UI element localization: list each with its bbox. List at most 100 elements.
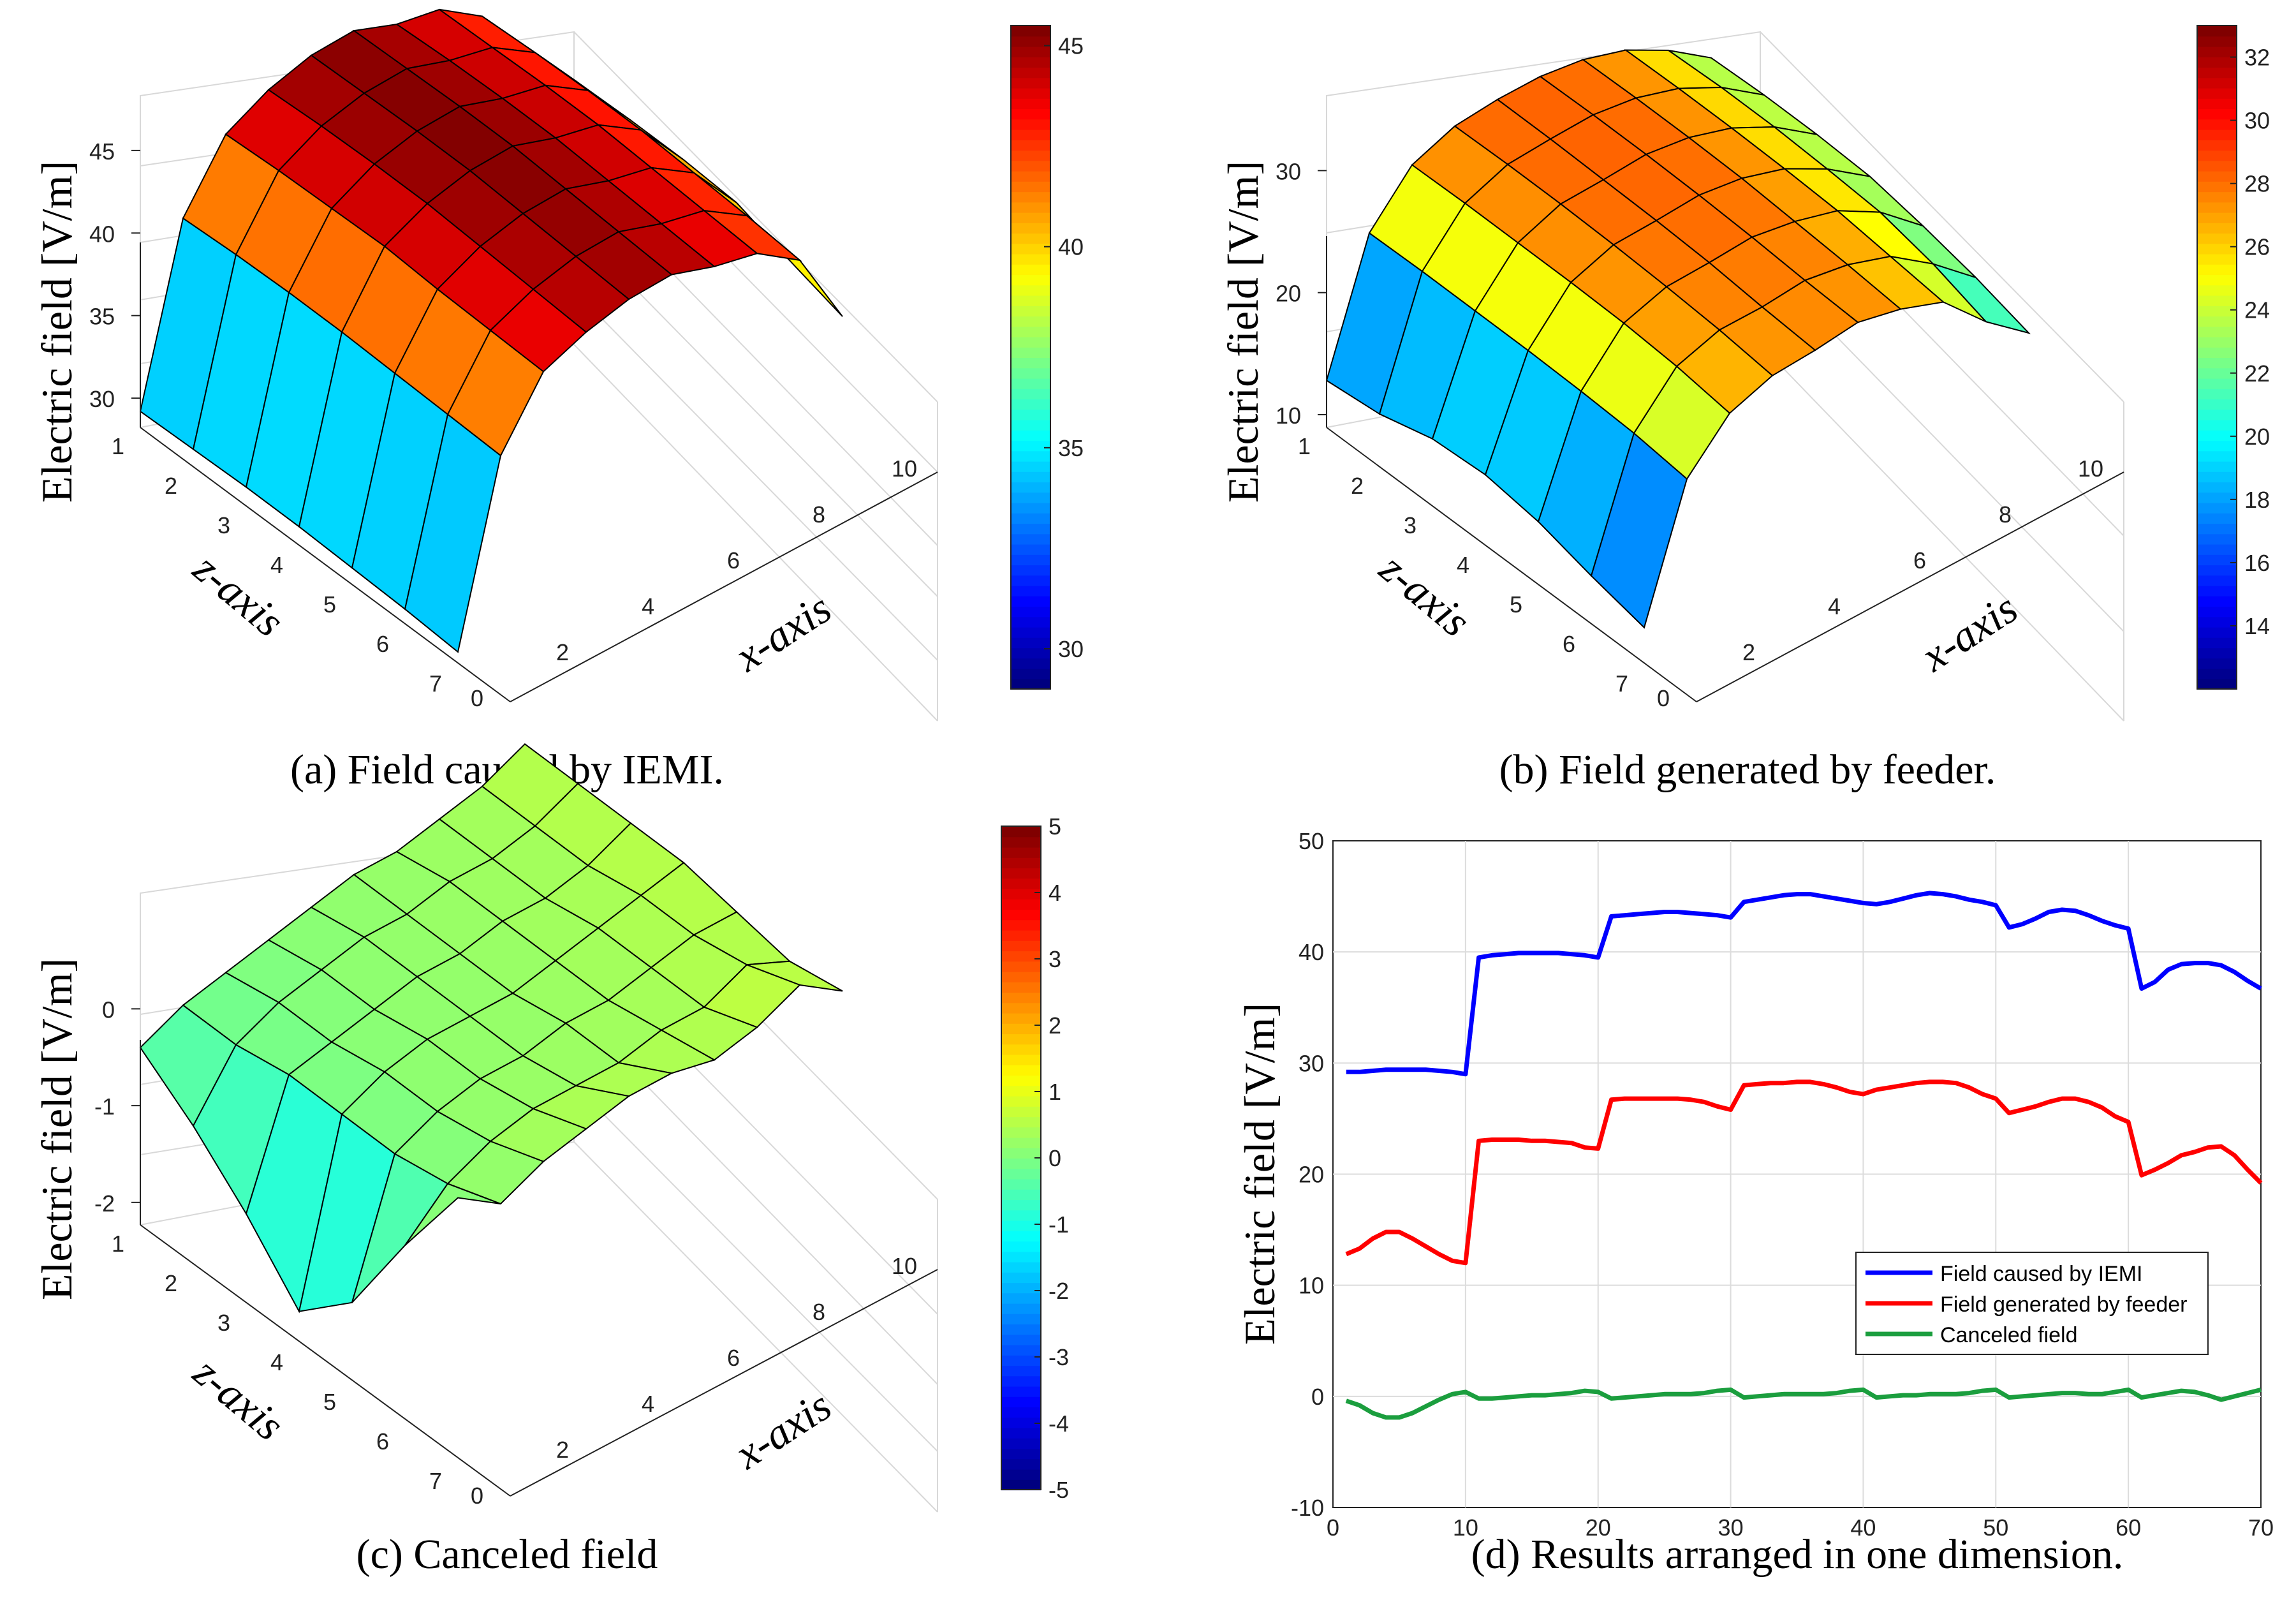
chart-b-colorbar-step	[2197, 502, 2237, 514]
chart-c-ytick-label: 2	[165, 1270, 177, 1296]
chart-b-colorbar-label: 16	[2244, 550, 2270, 576]
chart-a-colorbar-step	[1011, 150, 1050, 161]
chart-a-xtick-label: 10	[892, 455, 917, 482]
chart-c-colorbar-step	[1001, 1365, 1041, 1377]
chart-c-surface	[139, 743, 843, 1314]
chart-d-ytick-label: 20	[1299, 1162, 1324, 1188]
chart-a-colorbar-step	[1011, 243, 1050, 255]
chart-d-ytick-label: 40	[1299, 939, 1324, 965]
chart-a-colorbar-step	[1011, 357, 1050, 369]
chart-b-colorbar-step	[2197, 565, 2237, 576]
chart-c-colorbar-step	[1001, 1220, 1041, 1231]
chart-c-colorbar-label: -5	[1049, 1477, 1069, 1503]
chart-b-colorbar-step	[2197, 222, 2237, 234]
chart-b-ytick-label: 7	[1615, 670, 1628, 697]
chart-c-colorbar-step	[1001, 868, 1041, 879]
chart-a-colorbar-step	[1011, 222, 1050, 234]
chart-c-colorbar-step	[1001, 961, 1041, 972]
chart-b-ztick-label: 20	[1276, 281, 1301, 307]
chart-c-xtick-label: 2	[556, 1437, 569, 1463]
chart-c-colorbar-step	[1001, 836, 1041, 848]
chart-b-colorbar-step	[2197, 129, 2237, 140]
chart-c-colorbar-step	[1001, 888, 1041, 900]
chart-b-colorbar-step	[2197, 108, 2237, 120]
chart-c-colorbar-step	[1001, 1116, 1041, 1128]
chart-c-colorbar-step	[1001, 1386, 1041, 1397]
chart-b-colorbar-step	[2197, 274, 2237, 286]
chart-b-ytick-label: 5	[1510, 591, 1522, 618]
chart-a-yticks: 1 2 3 4 5 6 7	[112, 433, 442, 697]
chart-a-ytick-label: 7	[429, 670, 442, 697]
chart-c-colorbar-step	[1001, 1002, 1041, 1014]
chart-c-colorbar-step	[1001, 1261, 1041, 1273]
chart-b-surface	[1325, 49, 2031, 629]
chart-a-colorbar-step	[1011, 326, 1050, 337]
chart-b-colorbar-step	[2197, 616, 2237, 628]
chart-c-colorbar-step	[1001, 1085, 1041, 1097]
chart-c-colorbar-step	[1001, 878, 1041, 889]
chart-c-colorbar-label: 0	[1049, 1145, 1061, 1171]
chart-d-ytick-label: 10	[1299, 1273, 1324, 1299]
chart-b-colorbar-step	[2197, 357, 2237, 369]
chart-b-colorbar-step	[2197, 678, 2237, 690]
chart-b-ytick-label: 4	[1457, 552, 1469, 578]
chart-a-colorbar-step	[1011, 46, 1050, 57]
chart-c-colorbar-step	[1001, 1324, 1041, 1335]
chart-c-colorbar-label: -1	[1049, 1211, 1069, 1238]
chart-a-colorbar-step	[1011, 56, 1050, 68]
chart-b-xtick-label: 10	[2078, 455, 2103, 482]
chart-c-colorbar-step	[1001, 1168, 1041, 1180]
chart-a-ytick-label: 4	[270, 552, 283, 578]
chart-a-colorbar-step	[1011, 77, 1050, 89]
chart-a-colorbar-step	[1011, 316, 1050, 327]
chart-b-colorbar-step	[2197, 346, 2237, 359]
chart-d-xtick-label: 20	[1586, 1514, 1611, 1541]
chart-a-colorbar-step	[1011, 637, 1050, 649]
chart-c-colorbar-label: 1	[1049, 1079, 1061, 1105]
chart-b-colorbar-step	[2197, 595, 2237, 607]
chart-a-colorbar-step	[1011, 170, 1050, 182]
chart-c-colorbar-step	[1001, 1344, 1041, 1356]
chart-c-colorbar-step	[1001, 1282, 1041, 1294]
chart-a-zticks: 30 35 40 45	[89, 138, 140, 412]
chart-a-ztick-label: 45	[89, 138, 115, 165]
chart-c-colorbar-step	[1001, 1095, 1041, 1107]
chart-b-colorbar-step	[2197, 87, 2237, 99]
chart-a-colorbar-step	[1011, 67, 1050, 78]
chart-c-ztick-label: -1	[94, 1093, 115, 1120]
chart-c-colorbar-step	[1001, 1075, 1041, 1086]
chart-a-colorbar-step	[1011, 450, 1050, 462]
chart-c-colorbar-step	[1001, 1437, 1041, 1449]
chart-a-xtick-label: 0	[471, 685, 483, 711]
chart-d-xtick-label: 50	[1983, 1514, 2008, 1541]
chart-b-colorbar-label: 24	[2244, 297, 2270, 323]
chart-b-colorbar-label: 32	[2244, 45, 2270, 71]
chart-b-colorbar-step	[2197, 523, 2237, 535]
chart-c-surface-patch	[404, 1183, 501, 1246]
chart-b-title: (b) Field generated by feeder.	[1499, 746, 1996, 793]
chart-a-colorbar-step	[1011, 544, 1050, 555]
chart-c-colorbar-label: -3	[1049, 1344, 1069, 1370]
chart-a-colorbar-step	[1011, 482, 1050, 493]
chart-c-colorbar-step	[1001, 981, 1041, 993]
chart-b-colorbar-step	[2197, 305, 2237, 317]
chart-a-colorbar-step	[1011, 626, 1050, 638]
chart-c-colorbar-step	[1001, 1469, 1041, 1480]
chart-a-colorbar-step	[1011, 98, 1050, 110]
chart-c-ytick-label: 4	[270, 1349, 283, 1375]
chart-a-colorbar-label: 35	[1058, 435, 1084, 461]
chart-a-ytick-label: 1	[112, 433, 124, 459]
chart-a-colorbar-step	[1011, 253, 1050, 265]
chart-c-colorbar-step	[1001, 909, 1041, 921]
chart-b-colorbar-step	[2197, 512, 2237, 524]
chart-b-colorbar-step	[2197, 378, 2237, 389]
chart-c-colorbar-step	[1001, 1127, 1041, 1138]
chart-c-colorbar-step	[1001, 1375, 1041, 1387]
chart-a-colorbar-step	[1011, 648, 1050, 659]
chart-a-xtick-label: 8	[813, 501, 825, 528]
chart-c-colorbar-step	[1001, 992, 1041, 1003]
chart-a-colorbar-step	[1011, 554, 1050, 566]
chart-a-colorbar: 30 35 40 45	[1010, 25, 1084, 690]
chart-c-colorbar-step	[1001, 1292, 1041, 1304]
chart-b-colorbar-step	[2197, 160, 2237, 172]
